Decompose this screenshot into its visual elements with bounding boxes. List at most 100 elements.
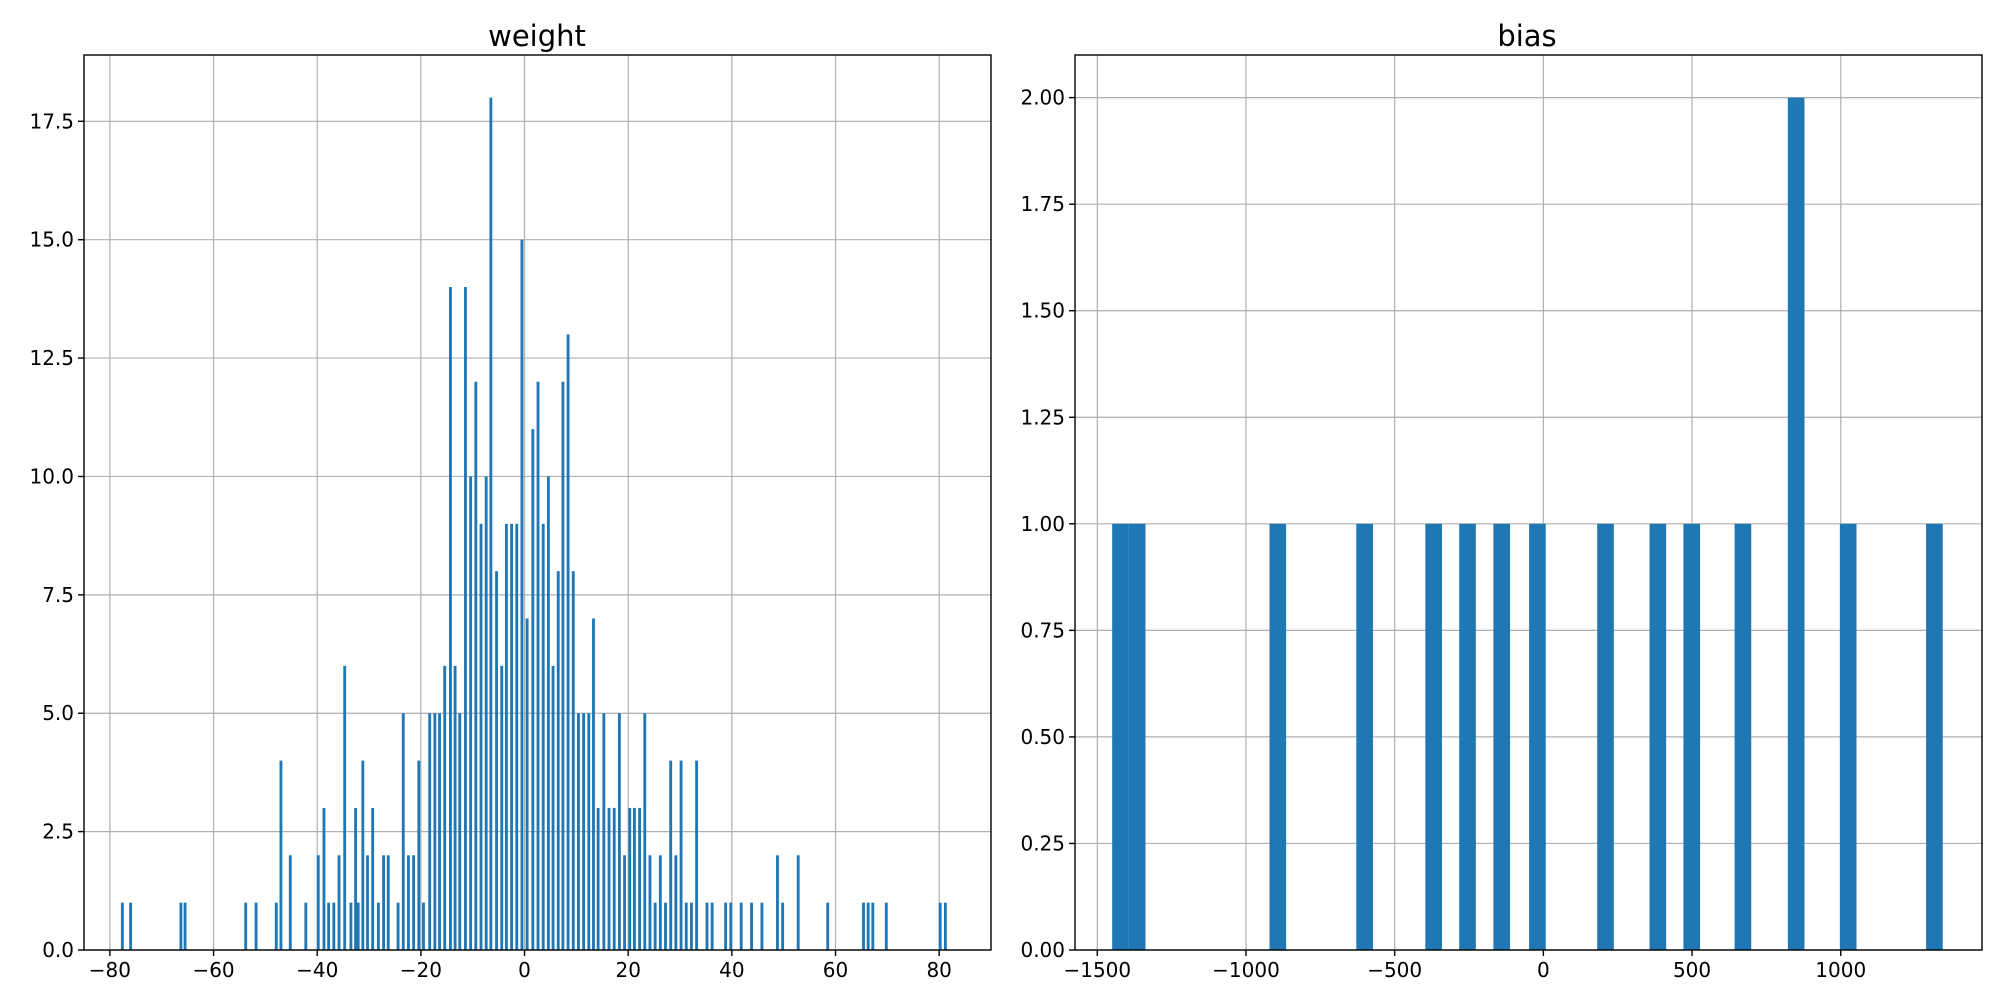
histogram-bar	[596, 807, 600, 950]
histogram-bar	[371, 807, 375, 950]
histogram-bar	[739, 902, 743, 950]
histogram-bar	[515, 523, 519, 950]
histogram-bar	[288, 855, 292, 950]
y-tick-label: 1.75	[1020, 192, 1065, 216]
histogram-bar	[401, 713, 405, 950]
y-ticks: 0.0 2.5 5.0 7.5 10.0 12.5 15.0 17.5	[29, 109, 84, 962]
histogram-bar	[407, 855, 410, 950]
y-tick-label: 0.0	[42, 938, 74, 962]
histogram-bar	[582, 713, 586, 950]
histogram-bar	[571, 571, 575, 950]
histogram-bar	[674, 855, 678, 950]
histogram-bar	[343, 665, 347, 950]
histogram-bar	[653, 902, 657, 950]
histogram-bar	[417, 760, 421, 950]
histogram-bar	[577, 713, 580, 950]
histogram-bar	[760, 902, 764, 950]
histogram-bar	[679, 760, 683, 950]
histogram-bar	[428, 713, 432, 950]
histogram-bar	[1459, 523, 1476, 950]
x-tick-label: 40	[719, 958, 744, 982]
histogram-bar	[638, 807, 642, 950]
chart-title-weight: weight	[488, 19, 586, 53]
histogram-bar	[866, 902, 870, 950]
histogram-bar	[546, 476, 550, 950]
y-tick-label: 1.25	[1020, 405, 1065, 429]
histogram-bar	[337, 855, 341, 950]
histogram-bar	[1734, 523, 1752, 950]
histogram-bar	[129, 902, 133, 950]
histogram-bar	[617, 713, 621, 950]
histogram-bar	[322, 807, 326, 950]
histogram-bar	[274, 902, 278, 950]
y-tick-label: 2.00	[1020, 86, 1065, 110]
histogram-bar	[592, 618, 595, 950]
histogram-bar	[1112, 523, 1129, 950]
histogram-bar	[826, 902, 830, 950]
histogram-bar	[433, 713, 437, 950]
histogram-bar	[1128, 523, 1146, 950]
x-tick-label: −1500	[1063, 958, 1131, 982]
histogram-bar	[244, 902, 248, 950]
x-tick-label: 0	[518, 958, 531, 982]
histogram-bar	[1649, 523, 1667, 950]
histogram-bar	[566, 334, 570, 950]
histogram-bar	[361, 760, 365, 950]
histogram-bar	[612, 807, 616, 950]
histogram-bar	[479, 523, 483, 950]
histogram-bar	[796, 855, 800, 950]
histogram-bar	[632, 807, 636, 950]
histogram-bar	[938, 902, 942, 950]
histogram-bar	[443, 665, 447, 950]
y-tick-label: 1.50	[1020, 299, 1065, 323]
histogram-bar	[304, 902, 308, 950]
weight-histogram: weight −80 −60 −40 −20 0 20 40 60 80 0.0 2.5 5.0 7.…	[29, 19, 992, 982]
x-tick-label: 500	[1673, 958, 1711, 982]
histogram-bar	[602, 713, 606, 950]
x-tick-label: −40	[296, 958, 338, 982]
histogram-bar	[1269, 523, 1287, 950]
histogram-bar	[504, 523, 508, 950]
y-tick-label: 12.5	[29, 346, 74, 370]
plot-frame	[83, 54, 992, 951]
bars	[120, 97, 947, 951]
histogram-bar	[349, 902, 353, 950]
x-tick-label: −60	[192, 958, 234, 982]
x-tick-label: −80	[89, 958, 131, 982]
histogram-bar	[623, 855, 626, 950]
histogram-bar	[781, 902, 785, 950]
histogram-bar	[556, 571, 560, 950]
histogram-bar	[327, 902, 331, 950]
histogram-bar	[536, 381, 540, 950]
y-ticks: 0.00 0.25 0.50 0.75 1.00 1.25 1.50 1.75 2.00	[1020, 86, 1075, 962]
bias-histogram: bias −1500 −1000 −500 0 500 1000 0.00 0.25 0.50…	[1020, 19, 1983, 982]
bars	[1112, 97, 1943, 951]
histogram-bar	[628, 807, 632, 950]
histogram-bar	[669, 760, 673, 950]
y-tick-label: 0.75	[1020, 618, 1065, 642]
histogram-bar	[396, 902, 400, 950]
histogram-bar	[520, 239, 524, 950]
histogram-bar	[871, 902, 875, 950]
y-tick-label: 17.5	[29, 109, 74, 133]
histogram-bar	[1356, 523, 1373, 950]
histogram-bar	[1926, 523, 1943, 950]
y-tick-label: 15.0	[29, 228, 74, 252]
histogram-bar	[500, 665, 504, 950]
histogram-bar	[705, 902, 709, 950]
histogram-bar	[648, 855, 652, 950]
histogram-bar	[120, 902, 124, 950]
histogram-bar	[356, 902, 360, 950]
y-tick-label: 0.25	[1020, 831, 1065, 855]
x-tick-label: 0	[1537, 958, 1550, 982]
plot-frame	[1074, 54, 1983, 951]
histogram-bar	[1787, 97, 1805, 951]
histogram-bar	[684, 902, 688, 950]
histogram-bar	[332, 902, 336, 950]
histogram-bar	[1493, 523, 1511, 950]
histogram-bar	[449, 287, 452, 950]
histogram-bar	[510, 523, 514, 950]
x-tick-label: 1000	[1815, 958, 1866, 982]
histogram-bar	[690, 902, 693, 950]
